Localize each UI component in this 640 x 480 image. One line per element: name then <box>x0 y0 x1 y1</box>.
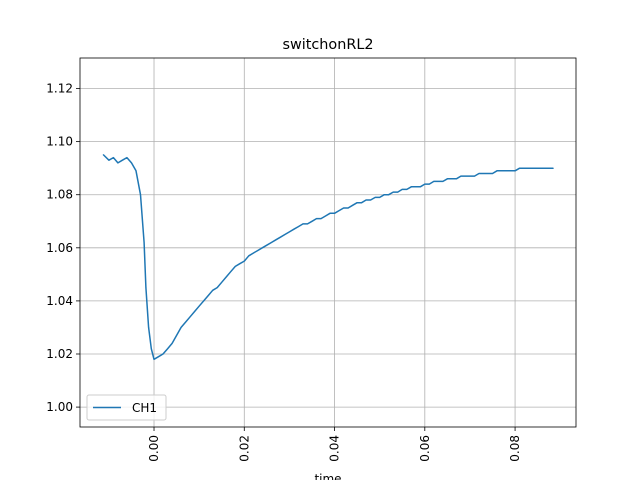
y-tick-label-3: 1.06 <box>46 241 73 255</box>
chart-title: switchonRL2 <box>282 37 373 53</box>
x-tick-label-0: 0.00 <box>147 435 161 462</box>
series-line-ch1 <box>102 154 554 361</box>
y-tick-label-6: 1.12 <box>46 82 73 96</box>
x-tick-label-3: 0.06 <box>418 435 432 462</box>
y-tick-label-0: 1.00 <box>46 400 73 414</box>
x-tick-label-2: 0.04 <box>328 435 342 462</box>
series-layer <box>102 154 554 361</box>
x-axis: 0.00 0.02 0.04 0.06 0.08 <box>147 427 522 462</box>
y-tick-label-5: 1.10 <box>46 135 73 149</box>
y-tick-label-2: 1.04 <box>46 294 73 308</box>
plot-frame <box>79 57 577 428</box>
x-tick-label-4: 0.08 <box>508 435 522 462</box>
x-axis-label: time <box>314 472 341 480</box>
legend-label-ch1: CH1 <box>132 401 157 415</box>
legend[interactable]: CH1 <box>86 394 167 421</box>
y-tick-label-4: 1.08 <box>46 188 73 202</box>
y-tick-label-1: 1.02 <box>46 347 73 361</box>
x-tick-label-1: 0.02 <box>237 435 251 462</box>
grid <box>80 58 576 427</box>
legend-box <box>86 394 167 421</box>
y-axis: 1.00 1.02 1.04 1.06 1.08 1.10 1.12 <box>46 82 80 414</box>
